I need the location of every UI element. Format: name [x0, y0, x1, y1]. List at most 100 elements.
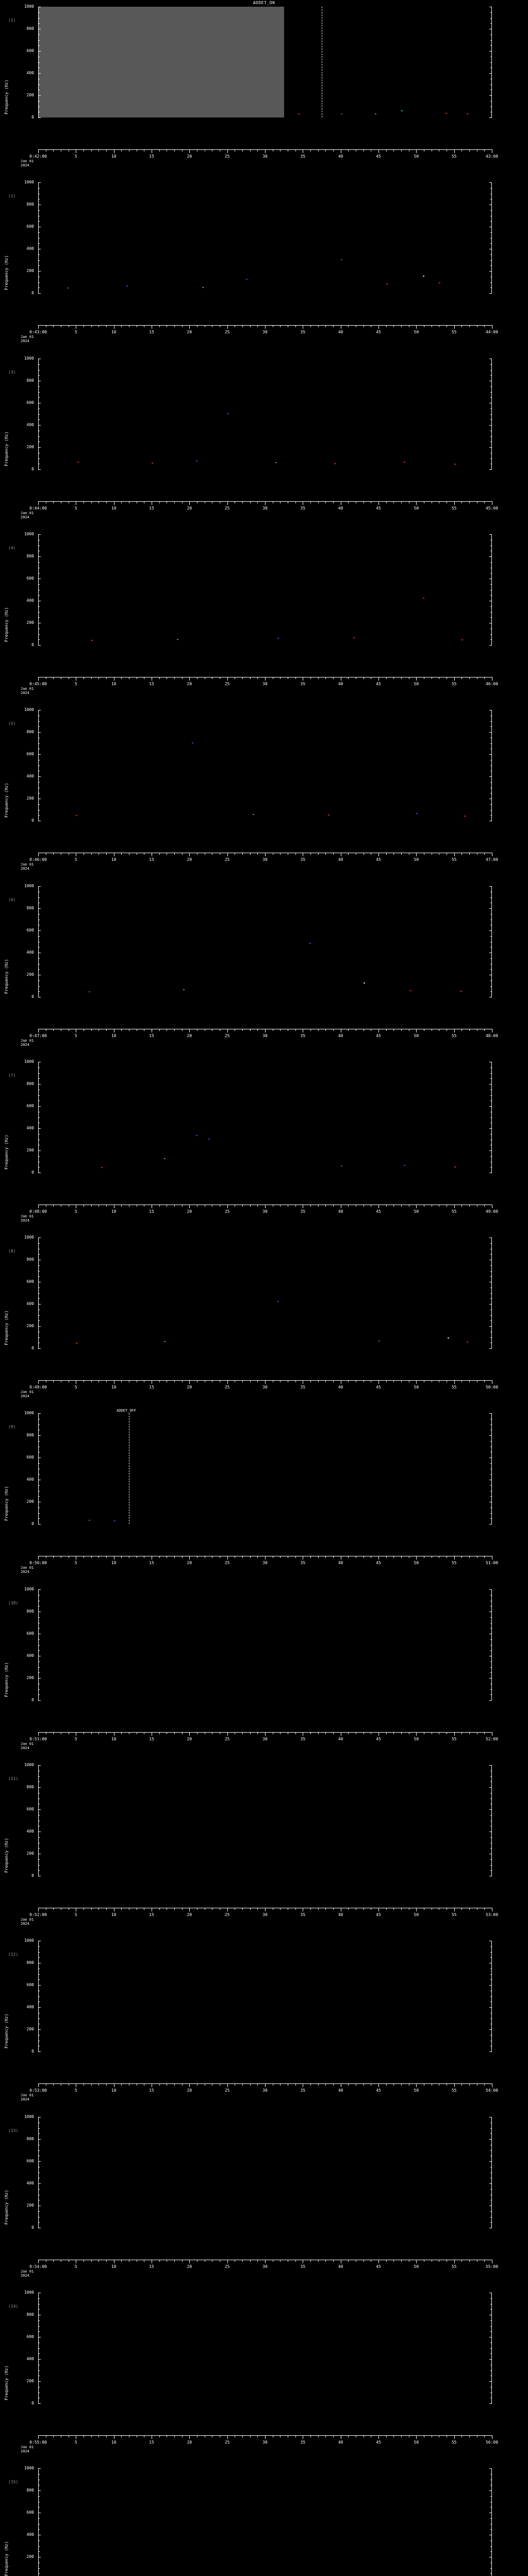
y-tick [489, 732, 492, 733]
x-tick [227, 853, 228, 856]
y-tick [38, 1265, 40, 1266]
x-tick [325, 853, 326, 855]
y-tick [38, 1870, 40, 1871]
y-tick-label: 600 [26, 1455, 34, 1460]
x-tick [325, 1908, 326, 1910]
x-tick [386, 1908, 387, 1910]
x-tick-label: 20 [187, 1385, 192, 1389]
right-spine [491, 1062, 492, 1173]
x-tick [242, 1029, 243, 1031]
x-tick [416, 1029, 417, 1032]
x-tick-label: 40 [338, 1912, 343, 1917]
y-tick [489, 886, 492, 887]
x-tick [469, 1029, 470, 1031]
y-tick [490, 634, 492, 635]
y-tick [489, 1413, 492, 1414]
x-tick-label: 53:00 [485, 1912, 499, 1917]
x-tick [53, 853, 54, 855]
x-tick [469, 2083, 470, 2086]
y-tick [490, 1073, 492, 1074]
x-tick [53, 1556, 54, 1558]
x-tick [53, 2260, 54, 2262]
x-tick [454, 2260, 455, 2263]
y-tick [38, 260, 40, 261]
y-tick-label: 0 [31, 642, 34, 647]
y-tick [38, 1073, 40, 1074]
x-tick [469, 501, 470, 503]
y-tick [489, 182, 492, 183]
x-tick [98, 1732, 99, 1734]
x-tick [295, 149, 296, 151]
y-tick-label: 200 [26, 972, 34, 977]
left-spine [38, 182, 39, 293]
y-tick-label: 1000 [24, 1411, 34, 1415]
x-tick-label: 45 [376, 857, 381, 862]
x-tick [98, 677, 99, 679]
x-tick [401, 853, 402, 855]
x-tick-label: 40 [338, 857, 343, 862]
y-tick [489, 1326, 492, 1327]
right-spine [491, 710, 492, 821]
y-tick [38, 2139, 41, 2140]
y-tick [38, 732, 41, 733]
x-tick-label: 10 [111, 1912, 117, 1917]
y-tick-label: 1000 [24, 4, 34, 9]
x-tick [159, 1029, 160, 1031]
y-axis-label: Frequency (Hz) [4, 2541, 9, 2576]
left-spine [38, 7, 39, 117]
x-tick-label: 55 [451, 506, 457, 511]
x-tick [401, 1908, 402, 1910]
x-tick-label: 25 [224, 1385, 230, 1389]
detection-mark [77, 462, 79, 463]
x-tick [250, 2260, 251, 2262]
x-tick [159, 1908, 160, 1910]
x-tick [265, 1380, 266, 1384]
x-tick [257, 2435, 258, 2437]
x-tick [257, 853, 258, 855]
x-tick [454, 853, 455, 856]
x-tick-label: 50 [414, 1737, 419, 1741]
detection-mark [454, 1166, 456, 1168]
y-tick-label: 1000 [24, 356, 34, 361]
y-tick [490, 1848, 492, 1849]
left-spine [38, 2117, 39, 2228]
y-tick [490, 1518, 492, 1519]
x-tick [182, 1205, 183, 1207]
x-tick-label: 0:47:00 [29, 1033, 47, 1038]
y-tick [38, 1078, 40, 1079]
x-tick-label: 10 [111, 1561, 117, 1565]
x-tick [401, 1556, 402, 1558]
x-tick [469, 149, 470, 151]
y-tick [38, 1298, 40, 1299]
x-tick [378, 1556, 379, 1560]
x-tick [325, 1556, 326, 1558]
x-axis-date-label: Jan 01 2024 [21, 335, 34, 343]
x-tick-label: 25 [224, 154, 230, 159]
y-tick [38, 23, 40, 24]
x-tick [98, 2435, 99, 2437]
x-tick [174, 1556, 175, 1558]
y-tick [38, 1694, 40, 1695]
x-tick [53, 2435, 54, 2437]
y-tick [489, 1678, 492, 1679]
x-tick [484, 1556, 485, 1558]
x-tick [461, 1732, 462, 1734]
x-tick [182, 1556, 183, 1558]
y-axis-label: Frequency (Hz) [4, 1486, 9, 1521]
y-tick [38, 2568, 40, 2569]
y-tick [38, 182, 41, 183]
x-tick [38, 2435, 39, 2439]
x-tick [295, 1556, 296, 1558]
x-axis-date-label: Jan 01 2024 [21, 862, 34, 871]
x-tick [227, 677, 228, 681]
left-spine [38, 359, 39, 469]
x-tick-label: 5 [74, 1737, 77, 1741]
y-tick [38, 2222, 40, 2223]
x-tick [378, 325, 379, 329]
x-tick-label: 50 [414, 2264, 419, 2269]
y-tick [490, 1496, 492, 1497]
y-tick [38, 815, 40, 816]
y-tick [38, 2496, 40, 2497]
x-tick-label: 15 [149, 154, 154, 159]
y-tick-label: 800 [26, 202, 34, 207]
